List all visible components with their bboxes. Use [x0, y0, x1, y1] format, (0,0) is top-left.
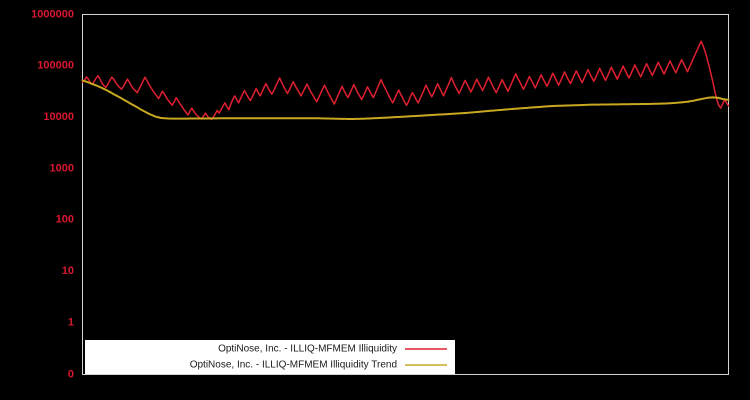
y-axis-tick-label: 10 [62, 265, 74, 277]
legend-background [85, 340, 455, 374]
y-axis-tick-label: 10000 [43, 111, 74, 123]
y-axis-tick-label: 100000 [37, 60, 74, 72]
plot-frame [82, 14, 729, 375]
legend-label: OptiNose, Inc. - ILLIQ-MFMEM Illiquidity [218, 344, 397, 355]
series-line-illiquidity [81, 40, 730, 121]
chart-legend: OptiNose, Inc. - ILLIQ-MFMEM Illiquidity… [85, 340, 455, 374]
y-axis-tick-label: 1000 [50, 162, 74, 174]
y-axis-tick-label: 100 [56, 214, 74, 226]
series-line-illiquidity-trend [81, 79, 730, 120]
series-lines [81, 40, 730, 121]
y-axis-tick-label: 1000000 [31, 8, 74, 20]
y-axis-tick-label: 1 [68, 316, 74, 328]
legend-label: OptiNose, Inc. - ILLIQ-MFMEM Illiquidity… [190, 360, 397, 371]
y-axis-tick-label: 0 [68, 368, 74, 380]
